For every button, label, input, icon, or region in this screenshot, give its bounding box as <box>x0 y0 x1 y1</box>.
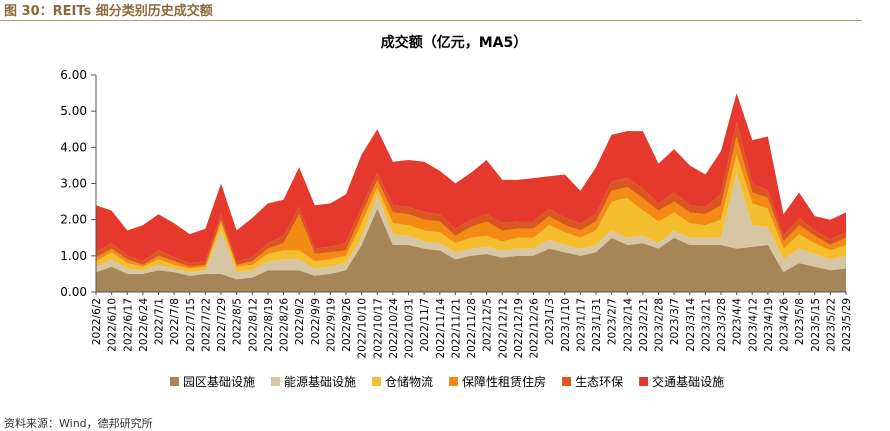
y-tick-label: 5.00 <box>60 104 87 118</box>
x-tick-label: 2022/12/5 <box>482 298 494 352</box>
area-series-0 <box>96 208 846 292</box>
y-tick-label: 0.00 <box>60 285 87 299</box>
x-tick-label: 2022/7/1 <box>154 298 166 345</box>
x-tick-label: 2022/7/15 <box>185 298 197 352</box>
x-tick-label: 2023/5/15 <box>810 298 822 352</box>
title-rule <box>0 20 862 21</box>
x-tick-label: 2023/4/4 <box>732 298 744 345</box>
x-tick-label: 2022/6/24 <box>138 298 150 352</box>
x-tick-label: 2023/1/31 <box>591 298 603 352</box>
x-tick-label: 2023/5/8 <box>794 298 806 345</box>
legend-swatch-1 <box>271 377 281 386</box>
y-tick-label: 4.00 <box>60 140 87 154</box>
x-tick-label: 2023/2/21 <box>638 298 650 352</box>
y-tick-label: 1.00 <box>60 249 87 263</box>
x-tick-label: 2022/8/26 <box>279 298 291 352</box>
x-tick-label: 2022/9/19 <box>325 298 337 352</box>
x-tick-label: 2022/7/22 <box>200 298 212 352</box>
x-tick-label: 2023/3/28 <box>716 298 728 352</box>
x-tick-label: 2022/10/24 <box>388 298 400 359</box>
source-note: 资料来源：Wind，德邦研究所 <box>4 417 153 430</box>
x-tick-label: 2023/4/12 <box>747 298 759 352</box>
x-tick-label: 2023/2/28 <box>654 298 666 352</box>
x-tick-label: 2022/7/8 <box>169 298 181 345</box>
x-tick-label: 2022/8/19 <box>263 298 275 352</box>
x-tick-label: 2022/8/12 <box>247 298 259 352</box>
x-tick-label: 2023/1/10 <box>560 298 572 352</box>
legend-swatch-0 <box>170 377 179 386</box>
x-tick-label: 2023/5/29 <box>841 298 853 352</box>
x-tick-label: 2022/10/17 <box>372 298 384 359</box>
x-tick-label: 2023/2/14 <box>622 298 634 352</box>
x-tick-label: 2022/9/9 <box>310 298 322 345</box>
x-tick-label: 2022/12/12 <box>497 298 509 359</box>
x-tick-label: 2022/11/7 <box>419 298 431 352</box>
y-tick-label: 6.00 <box>60 68 87 82</box>
x-tick-label: 2022/11/14 <box>435 298 447 359</box>
x-tick-label: 2022/9/26 <box>341 298 353 352</box>
x-tick-label: 2022/10/31 <box>404 298 416 359</box>
area-series-2 <box>96 154 846 273</box>
legend-swatch-3 <box>449 377 459 386</box>
legend: 园区基础设施 能源基础设施 仓储物流 保障性租赁住房 生态环保 交通基础设施 <box>170 374 724 389</box>
y-tick-label: 2.00 <box>60 213 87 227</box>
legend-swatch-2 <box>372 377 382 386</box>
x-tick-label: 2023/1/3 <box>544 298 556 345</box>
area-series-5 <box>96 93 846 264</box>
x-tick-label: 2022/6/10 <box>107 298 119 352</box>
legend-label-5: 交通基础设施 <box>652 374 724 389</box>
x-tick-label: 2023/3/14 <box>685 298 697 352</box>
x-tick-label: 2023/4/19 <box>763 298 775 352</box>
x-tick-label: 2022/11/28 <box>466 298 478 359</box>
area-layers <box>96 93 846 292</box>
x-axis: 2022/6/2 2022/6/10 2022/6/17 2022/6/24 2022/… <box>91 291 853 359</box>
legend-label-2: 仓储物流 <box>385 374 433 389</box>
x-tick-label: 2023/4/26 <box>779 298 791 352</box>
x-tick-label: 2022/10/10 <box>357 298 369 359</box>
x-tick-label: 2022/6/2 <box>91 298 103 345</box>
legend-swatch-4 <box>562 377 572 386</box>
x-tick-label: 2023/3/7 <box>669 298 681 345</box>
x-tick-label: 2022/8/5 <box>232 298 244 345</box>
x-tick-label: 2023/5/22 <box>825 298 837 352</box>
area-series-1 <box>96 172 846 280</box>
x-tick-label: 2022/6/17 <box>122 298 134 352</box>
x-tick-label: 2022/9/2 <box>294 298 306 345</box>
x-tick-label: 2023/3/21 <box>700 298 712 352</box>
y-tick-label: 3.00 <box>60 177 87 191</box>
legend-label-1: 能源基础设施 <box>284 375 356 389</box>
x-tick-label: 2023/1/17 <box>575 298 587 352</box>
legend-swatch-5 <box>639 377 649 386</box>
x-tick-label: 2022/12/26 <box>529 298 541 359</box>
legend-label-0: 园区基础设施 <box>183 375 255 389</box>
figure-title: 图 30：REITs 细分类别历史成交额 <box>4 4 213 19</box>
legend-label-4: 生态环保 <box>575 375 623 389</box>
x-tick-label: 2023/2/7 <box>607 298 619 345</box>
legend-label-3: 保障性租赁住房 <box>462 374 546 389</box>
x-tick-label: 2022/12/19 <box>513 298 525 359</box>
x-tick-label: 2022/7/29 <box>216 298 228 352</box>
chart-title: 成交额（亿元，MA5） <box>381 34 528 51</box>
y-axis: 0.00 1.00 2.00 3.00 4.00 5.00 6.00 <box>60 68 97 299</box>
x-tick-label: 2022/11/21 <box>450 298 462 359</box>
